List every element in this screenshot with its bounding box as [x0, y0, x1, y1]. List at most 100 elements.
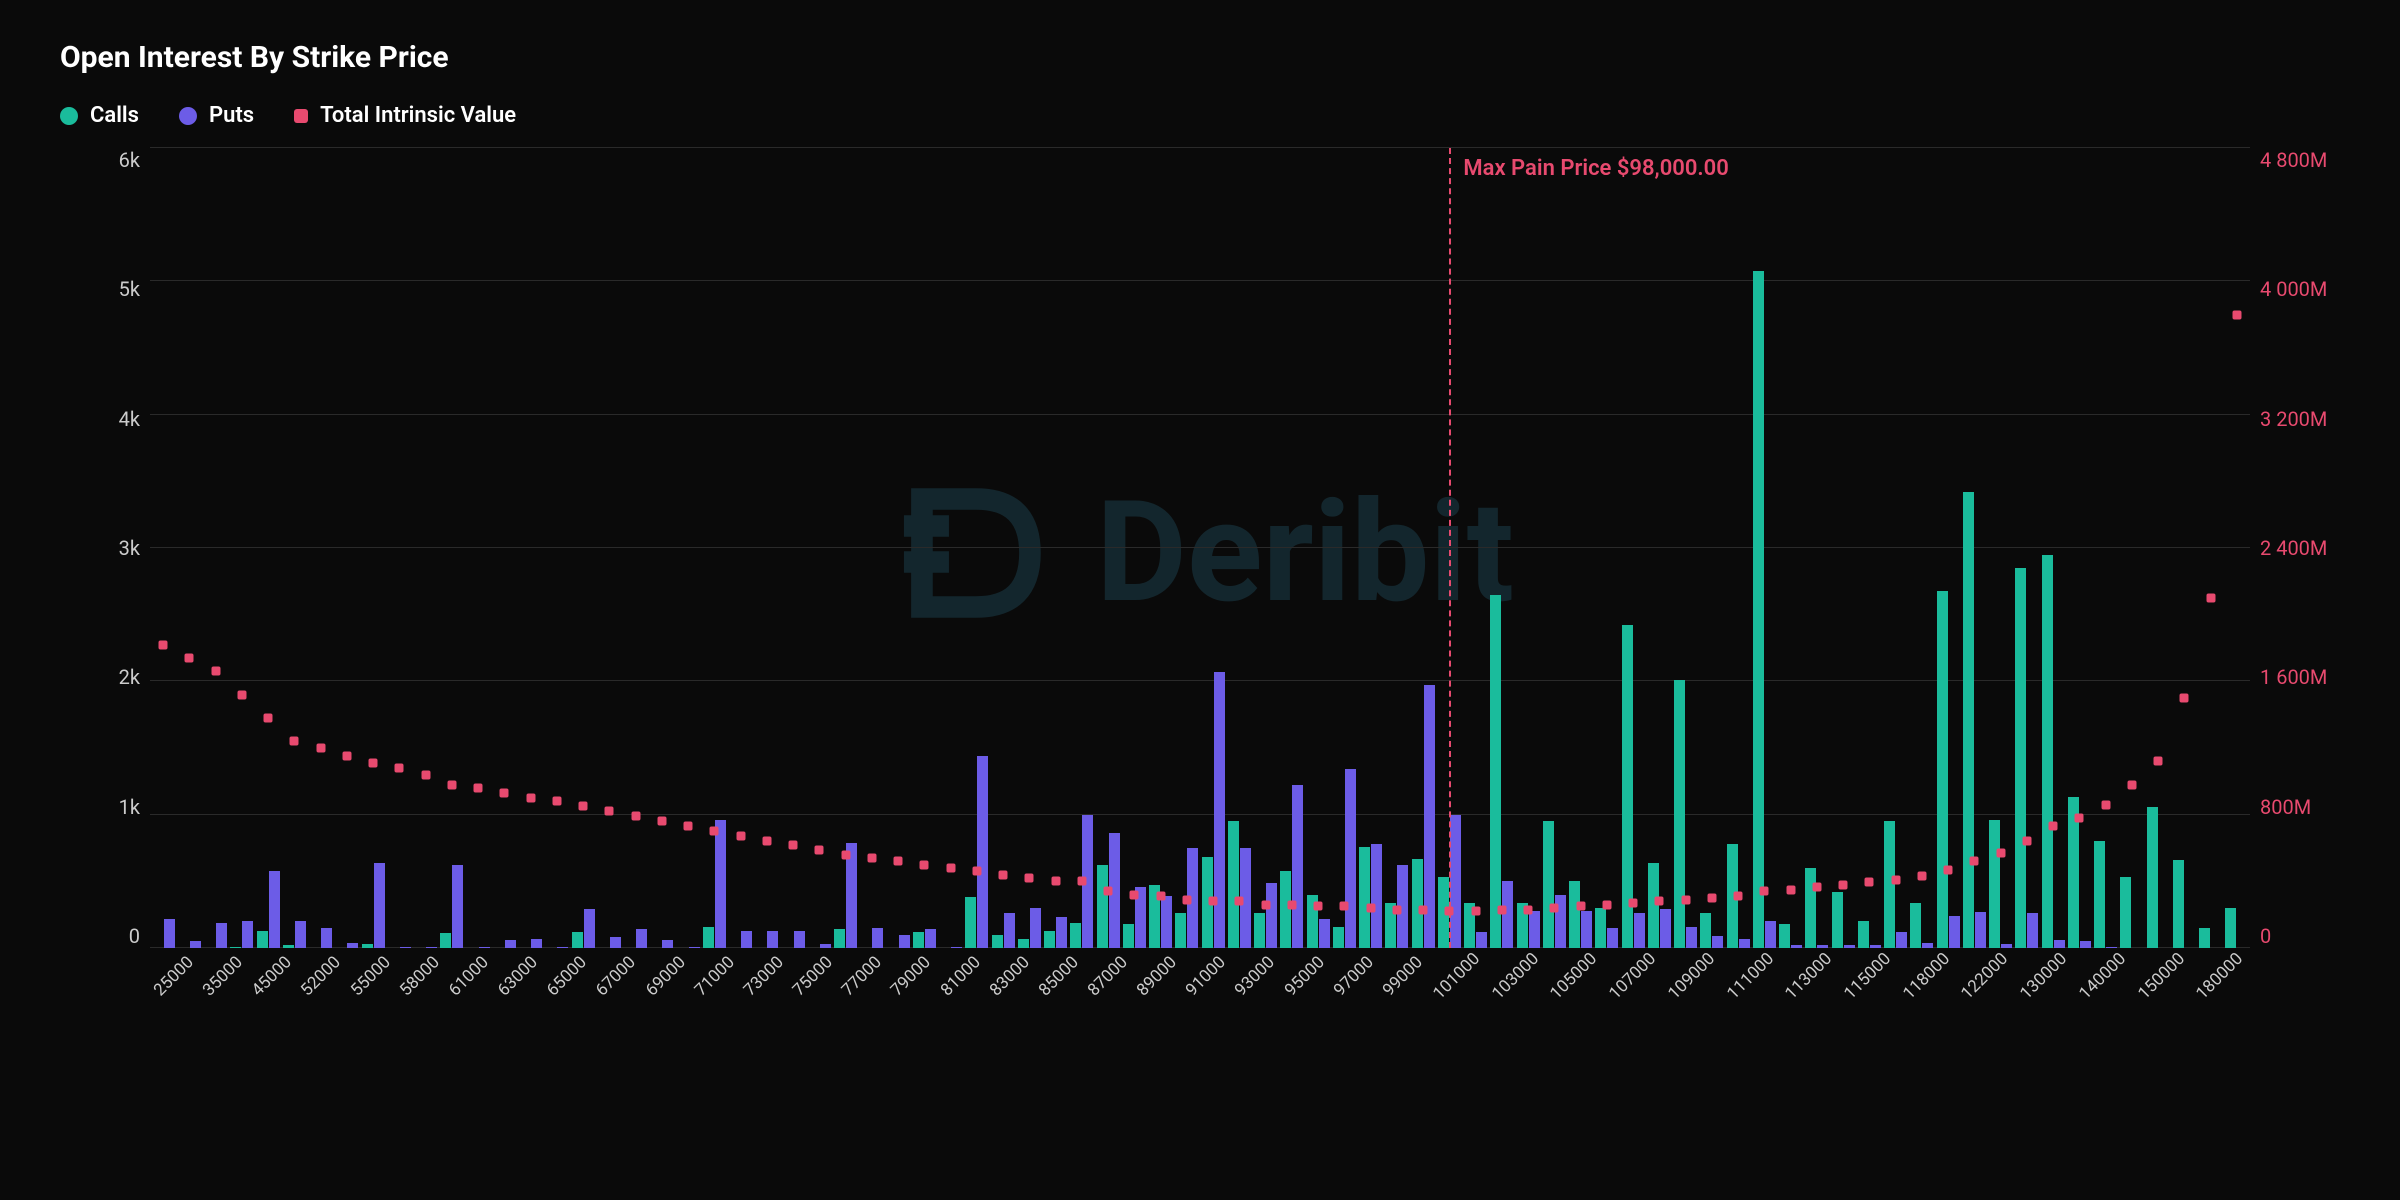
bar-put[interactable]	[452, 865, 463, 948]
bar-put[interactable]	[872, 928, 883, 948]
bar-call[interactable]	[1464, 903, 1475, 948]
bar-put[interactable]	[531, 939, 542, 948]
bar-put[interactable]	[899, 935, 910, 948]
bar-call[interactable]	[1648, 863, 1659, 948]
legend-calls[interactable]: Calls	[60, 103, 139, 128]
bar-put[interactable]	[1502, 881, 1513, 948]
bar-call[interactable]	[2015, 568, 2026, 948]
bar-put[interactable]	[190, 941, 201, 948]
bar-call[interactable]	[572, 932, 583, 948]
bar-call[interactable]	[965, 897, 976, 948]
bar-call[interactable]	[1202, 857, 1213, 948]
bar-call[interactable]	[1884, 821, 1895, 948]
bar-put[interactable]	[1424, 685, 1435, 948]
bar-put[interactable]	[1292, 785, 1303, 948]
bar-call[interactable]	[1832, 892, 1843, 948]
bar-call[interactable]	[1018, 939, 1029, 948]
bar-put[interactable]	[216, 923, 227, 948]
bar-put[interactable]	[1030, 908, 1041, 948]
bar-call[interactable]	[1412, 859, 1423, 948]
legend-intrinsic[interactable]: Total Intrinsic Value	[294, 103, 516, 128]
bar-call[interactable]	[1228, 821, 1239, 948]
bar-call[interactable]	[1937, 591, 1948, 948]
bar-call[interactable]	[1910, 903, 1921, 948]
bar-call[interactable]	[1280, 871, 1291, 948]
bar-put[interactable]	[1686, 927, 1697, 948]
bar-put[interactable]	[1214, 672, 1225, 948]
bar-call[interactable]	[1333, 927, 1344, 948]
bar-put[interactable]	[1004, 913, 1015, 948]
bar-put[interactable]	[662, 940, 673, 948]
bar-call[interactable]	[1989, 820, 2000, 948]
bar-call[interactable]	[2147, 807, 2158, 948]
bar-call[interactable]	[1307, 895, 1318, 948]
bar-call[interactable]	[2173, 860, 2184, 948]
bar-call[interactable]	[834, 929, 845, 948]
bar-put[interactable]	[1896, 932, 1907, 948]
bar-call[interactable]	[703, 927, 714, 948]
bar-put[interactable]	[925, 929, 936, 948]
bar-put[interactable]	[1975, 912, 1986, 948]
bar-call[interactable]	[2042, 555, 2053, 948]
bar-put[interactable]	[295, 921, 306, 948]
bar-put[interactable]	[1555, 895, 1566, 948]
bar-call[interactable]	[1123, 924, 1134, 948]
bar-put[interactable]	[715, 820, 726, 948]
bar-call[interactable]	[1517, 903, 1528, 948]
bar-put[interactable]	[1607, 928, 1618, 948]
bar-call[interactable]	[2120, 877, 2131, 948]
bar-put[interactable]	[767, 931, 778, 948]
bar-put[interactable]	[1660, 909, 1671, 948]
bar-call[interactable]	[2199, 928, 2210, 948]
bar-put[interactable]	[1634, 913, 1645, 948]
bar-call[interactable]	[2068, 797, 2079, 948]
bar-put[interactable]	[1240, 848, 1251, 948]
bar-put[interactable]	[636, 929, 647, 948]
bar-call[interactable]	[1097, 865, 1108, 948]
bar-put[interactable]	[846, 843, 857, 948]
bar-put[interactable]	[164, 919, 175, 948]
bar-call[interactable]	[1963, 492, 1974, 948]
bar-put[interactable]	[505, 940, 516, 948]
bar-put[interactable]	[2080, 941, 2091, 948]
bar-put[interactable]	[977, 756, 988, 948]
bar-call[interactable]	[1753, 271, 1764, 948]
bar-call[interactable]	[2094, 841, 2105, 948]
bar-put[interactable]	[1187, 848, 1198, 948]
bar-call[interactable]	[992, 935, 1003, 948]
bar-put[interactable]	[2027, 913, 2038, 948]
bar-put[interactable]	[374, 863, 385, 948]
bar-put[interactable]	[1319, 919, 1330, 948]
bar-put[interactable]	[1765, 921, 1776, 948]
bar-put[interactable]	[321, 928, 332, 948]
bar-call[interactable]	[1149, 885, 1160, 948]
bar-put[interactable]	[1135, 887, 1146, 948]
bar-call[interactable]	[440, 933, 451, 948]
bar-put[interactable]	[1712, 936, 1723, 948]
bar-call[interactable]	[1490, 595, 1501, 948]
bar-call[interactable]	[1044, 931, 1055, 948]
legend-puts[interactable]: Puts	[179, 103, 254, 128]
bar-call[interactable]	[1595, 908, 1606, 948]
bar-put[interactable]	[242, 921, 253, 948]
bar-call[interactable]	[1254, 913, 1265, 948]
bar-call[interactable]	[1569, 881, 1580, 948]
bar-call[interactable]	[1727, 844, 1738, 948]
bar-put[interactable]	[269, 871, 280, 948]
bar-put[interactable]	[1529, 911, 1540, 948]
bar-call[interactable]	[1674, 680, 1685, 948]
bar-put[interactable]	[794, 931, 805, 948]
bar-put[interactable]	[610, 937, 621, 948]
bar-call[interactable]	[1070, 923, 1081, 948]
bar-put[interactable]	[1450, 815, 1461, 948]
bar-call[interactable]	[1438, 877, 1449, 948]
bar-put[interactable]	[1056, 917, 1067, 948]
bar-call[interactable]	[2225, 908, 2236, 948]
bar-call[interactable]	[1700, 913, 1711, 948]
bar-call[interactable]	[1385, 903, 1396, 948]
bar-call[interactable]	[1543, 821, 1554, 948]
bar-call[interactable]	[1175, 913, 1186, 948]
bar-put[interactable]	[1082, 815, 1093, 948]
bar-put[interactable]	[1161, 896, 1172, 948]
bar-put[interactable]	[1266, 883, 1277, 948]
